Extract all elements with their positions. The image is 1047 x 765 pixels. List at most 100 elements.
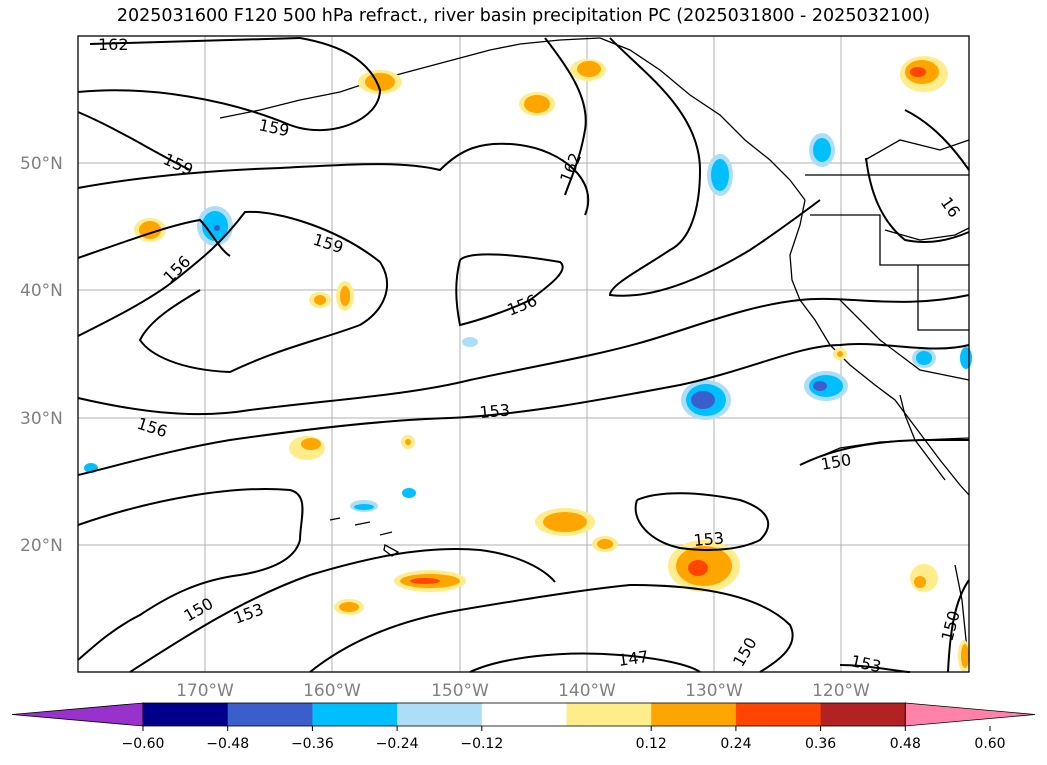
contour-150-d: [947, 579, 970, 673]
precip-blob-negative-4: [462, 337, 478, 347]
precip-blob-negative-10: [402, 488, 416, 498]
colorbar-tick-label: 0.24: [720, 736, 751, 752]
alaska-coast: [219, 37, 601, 119]
precip-blob-positive-16: [910, 564, 938, 592]
lon-label-120w: 120°W: [812, 681, 870, 701]
colorbar-segment: [566, 703, 652, 726]
precip-blob-negative-1: [809, 133, 835, 167]
contour-150-b: [309, 583, 794, 673]
contour-150-a: [77, 488, 304, 661]
precip-blob-positive-15: [334, 599, 364, 615]
colorbar-segment: [143, 703, 229, 726]
lon-label-140w: 140°W: [558, 681, 616, 701]
contour-label: 153: [693, 528, 725, 550]
contour-16x: [865, 157, 970, 243]
state-border-3: [917, 265, 969, 331]
alaska-panhandle: [599, 37, 806, 201]
bc-coast: [789, 199, 970, 496]
precip-blob-positive-11: [535, 508, 595, 536]
contour-159-a: [77, 37, 382, 132]
contour-label: 153: [479, 400, 511, 422]
map-title: 2025031600 F120 500 hPa refract., river …: [116, 6, 931, 26]
hawaii-2: [354, 521, 371, 526]
colorbar-extend-high: [904, 702, 1036, 727]
precip-blob-negative-8: [960, 347, 972, 369]
colorbar-segment: [735, 703, 822, 726]
colorbar-segment: [227, 703, 313, 726]
hawaii-4: [383, 544, 400, 557]
hudson-area: [864, 139, 970, 161]
precip-blob-negative-6: [804, 371, 848, 401]
precip-blob-positive-17: [958, 640, 970, 672]
contour-162-a: [89, 37, 301, 45]
hudson-area-2: [884, 227, 970, 241]
coastlines: [219, 37, 970, 661]
precip-blob-positive-3: [519, 92, 555, 116]
colorbar-tick-label: −0.24: [376, 736, 419, 752]
contour-153-b: [129, 548, 556, 673]
colorbar-segment: [481, 703, 567, 726]
precip-blob-positive-2: [570, 59, 606, 81]
contour-150-c: [799, 439, 969, 466]
contour-156-b: [455, 253, 564, 327]
longitude-labels: 170°W 160°W 150°W 140°W 130°W 120°W: [176, 681, 870, 701]
contour-159-b: [77, 111, 191, 171]
colorbar-tick-label: −0.60: [122, 736, 165, 752]
hawaii-1: [329, 517, 341, 521]
colorbar-segment: [651, 703, 737, 726]
precip-blob-positive-13: [668, 540, 740, 592]
colorbar-tick-label: −0.12: [460, 736, 503, 752]
colorbar-tick-label: 0.60: [974, 736, 1005, 752]
contour-153-c: [634, 492, 770, 551]
colorbar-segment: [820, 703, 906, 726]
colorbar-tick-label: −0.36: [291, 736, 334, 752]
precip-shading: [84, 56, 972, 672]
precip-blob-positive-1: [358, 70, 402, 94]
precip-blob-positive-7: [336, 281, 354, 311]
lat-label-30n: 30°N: [20, 409, 63, 429]
colorbar-tick-label: −0.48: [206, 736, 249, 752]
map-frame: [77, 35, 970, 673]
colorbar-segment: [397, 703, 483, 726]
state-border-2: [839, 299, 970, 381]
contour-162-d: [904, 109, 970, 171]
precip-blob-positive-8: [833, 348, 847, 360]
precip-blob-negative-7: [912, 348, 936, 368]
lon-label-170w: 170°W: [176, 681, 234, 701]
contour-159-c: [77, 142, 590, 216]
hawaii-3: [379, 531, 393, 536]
contour-159-d: [77, 218, 231, 259]
lon-label-130w: 130°W: [685, 681, 743, 701]
colorbar-segment: [312, 703, 398, 726]
lat-label-40n: 40°N: [20, 281, 63, 301]
precip-blob-positive-14: [394, 570, 466, 592]
colorbar-tick-label: 0.48: [890, 736, 921, 752]
contour-147: [469, 652, 701, 673]
lon-label-160w: 160°W: [303, 681, 361, 701]
contour-162-c: [608, 37, 821, 297]
contour-153-a: [77, 342, 970, 476]
contour-label: 162: [98, 35, 129, 54]
precip-blob-negative-11: [350, 500, 378, 512]
refractivity-contours: [77, 37, 970, 673]
contour-156-a: [77, 210, 389, 374]
contour-162-b: [544, 37, 587, 196]
colorbar-tick-label: 0.36: [805, 736, 836, 752]
colorbar-extend-low: [11, 702, 144, 727]
colorbar: −0.60 −0.48 −0.36 −0.24 −0.12 0.12 0.24 0.36 0.4…: [11, 702, 1036, 752]
precip-blob-positive-4: [900, 56, 948, 92]
contour-label: 147: [617, 647, 650, 670]
precip-blob-negative-2: [707, 154, 733, 196]
precip-blob-positive-12: [592, 536, 618, 552]
colorbar-outline: [142, 702, 906, 727]
lat-label-20n: 20°N: [20, 536, 63, 556]
precip-blob-positive-6: [309, 292, 331, 308]
lat-label-50n: 50°N: [20, 154, 63, 174]
precip-blob-negative-5: [681, 380, 731, 420]
latitude-labels: 50°N 40°N 30°N 20°N: [20, 154, 63, 556]
precip-blob-positive-9: [289, 436, 325, 460]
precip-blob-positive-10: [401, 435, 415, 449]
lon-label-150w: 150°W: [431, 681, 489, 701]
colorbar-tick-label: 0.12: [636, 736, 667, 752]
